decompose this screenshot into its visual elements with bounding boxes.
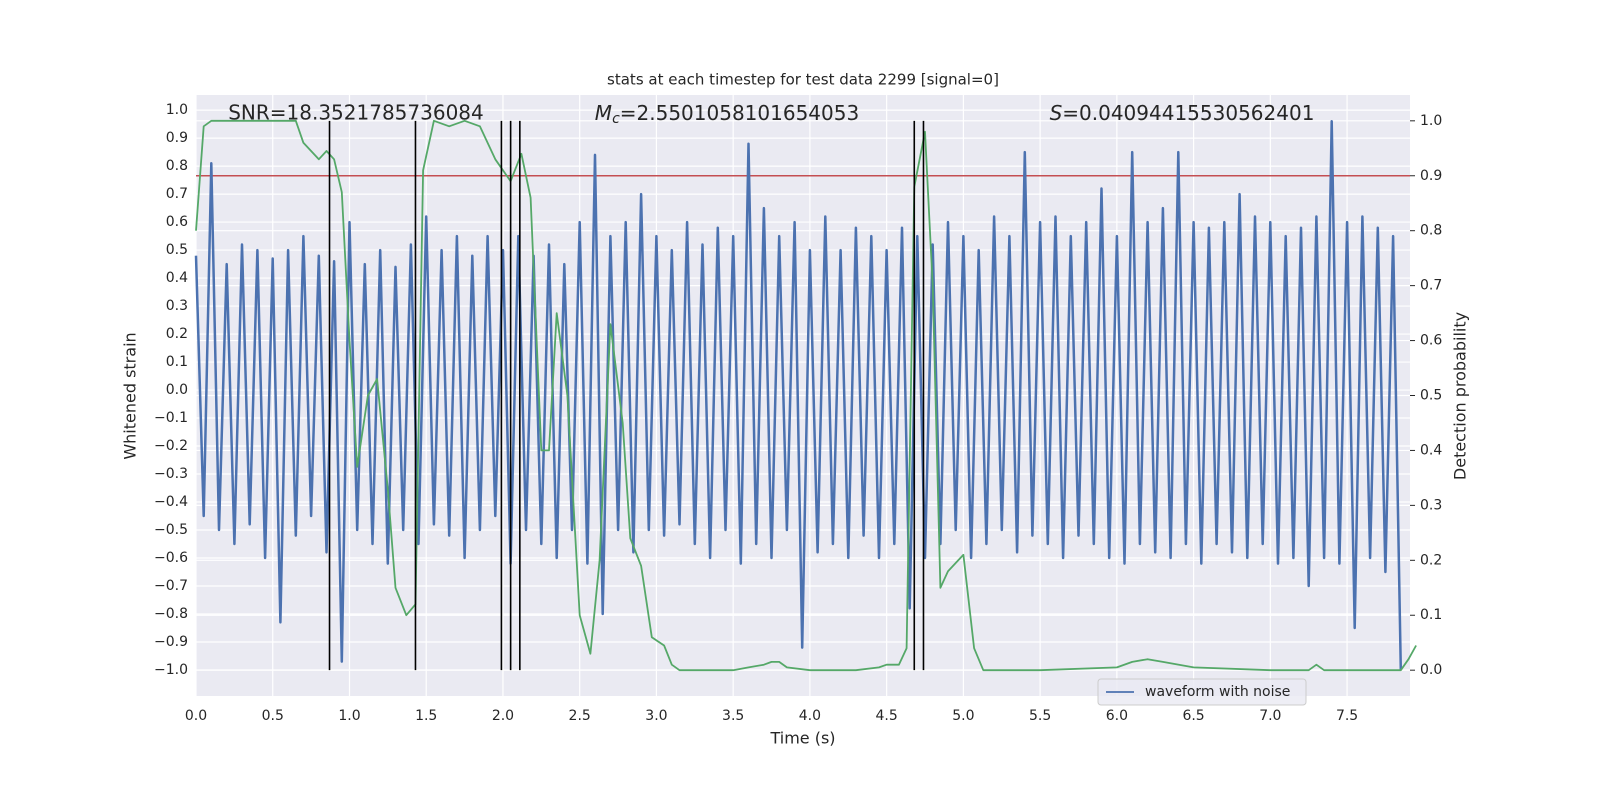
y-tick-label: 0.6: [166, 214, 188, 230]
y-tick-label: 0.4: [166, 270, 188, 286]
y-tick-label: 0.5: [166, 242, 188, 258]
y-tick-label: 0.7: [166, 186, 188, 202]
snr-annotation: SNR=18.3521785736084: [228, 101, 484, 125]
x-tick-label: 5.0: [952, 708, 974, 724]
probability-line: [195, 119, 1417, 672]
y-tick-label: −0.3: [154, 466, 188, 482]
x-tick-label: 0.0: [185, 708, 207, 724]
mc-value: =2.5501058101654053: [620, 101, 859, 125]
y2-tick-label: 0.3: [1420, 497, 1442, 513]
y2-tick-label: 0.7: [1420, 278, 1442, 294]
x-tick-label: 2.5: [569, 708, 591, 724]
y2-tick-label: 0.8: [1420, 223, 1442, 239]
y2-tick-label: 0.9: [1420, 168, 1442, 184]
y2-tick-label: 0.4: [1420, 442, 1442, 458]
y-tick-label: 0.0: [166, 382, 188, 398]
y-tick-label: −0.5: [154, 522, 188, 538]
waveform-line: [194, 120, 1403, 671]
mc-annotation: Mc=2.5501058101654053: [595, 101, 859, 128]
legend-label: waveform with noise: [1145, 684, 1290, 700]
y-tick-label: −0.9: [154, 634, 188, 650]
y2-tick-label: 1.0: [1420, 113, 1442, 129]
x-tick-label: 7.5: [1336, 708, 1358, 724]
y-tick-label: −0.7: [154, 578, 188, 594]
y-tick-label: −0.8: [154, 606, 188, 622]
y2-tick-label: 0.1: [1420, 607, 1442, 623]
y-axis-label: Whitened strain: [121, 332, 140, 459]
x-tick-label: 4.5: [876, 708, 898, 724]
y2-tick-label: 0.5: [1420, 388, 1442, 404]
x-tick-label: 5.5: [1029, 708, 1051, 724]
y-tick-label: 1.0: [166, 102, 188, 118]
y-tick-label: −0.6: [154, 550, 188, 566]
x-tick-label: 0.5: [262, 708, 284, 724]
y-tick-label: −0.4: [154, 494, 188, 510]
y2-axis-label: Detection probability: [1451, 312, 1470, 480]
x-axis-label: Time (s): [769, 729, 835, 748]
y-tick-label: 0.1: [166, 354, 188, 370]
x-tick-label: 4.0: [799, 708, 821, 724]
chart-title: stats at each timestep for test data 229…: [607, 71, 999, 89]
s-annotation: S=0.04094415530562401: [1050, 101, 1315, 125]
y-tick-label: 0.3: [166, 298, 188, 314]
y-tick-label: 0.2: [166, 326, 188, 342]
y-tick-label: −0.1: [154, 410, 188, 426]
x-tick-label: 1.5: [415, 708, 437, 724]
x-tick-label: 1.0: [338, 708, 360, 724]
s-symbol: S: [1050, 101, 1063, 125]
x-tick-label: 6.5: [1182, 708, 1204, 724]
mc-subscript: c: [612, 111, 620, 127]
s-value: =0.04094415530562401: [1062, 101, 1314, 125]
x-tick-label: 6.0: [1106, 708, 1128, 724]
y2-tick-label: 0.0: [1420, 662, 1442, 678]
x-tick-label: 3.0: [645, 708, 667, 724]
y-tick-label: 0.8: [166, 158, 188, 174]
y-tick-label: 0.9: [166, 130, 188, 146]
y-tick-label: −0.2: [154, 438, 188, 454]
x-tick-label: 7.0: [1259, 708, 1281, 724]
legend-box: [1097, 678, 1307, 706]
mc-symbol: M: [595, 101, 612, 125]
y2-tick-label: 0.2: [1420, 552, 1442, 568]
y-tick-label: −1.0: [154, 662, 188, 678]
x-tick-label: 2.0: [492, 708, 514, 724]
y2-tick-label: 0.6: [1420, 333, 1442, 349]
x-tick-label: 3.5: [722, 708, 744, 724]
